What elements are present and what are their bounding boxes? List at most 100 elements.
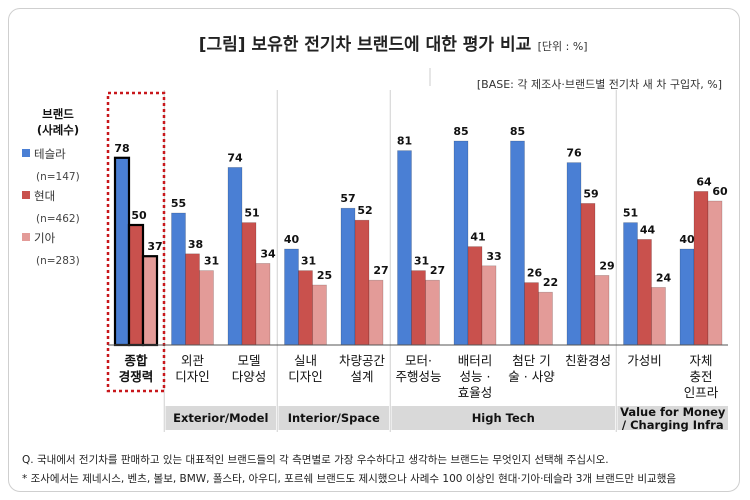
chart-title: [그림] 보유한 전기차 브랜드에 대한 평가 비교 [199, 35, 532, 55]
legend-count-1: (n=147) [36, 171, 80, 183]
value-label-3-8: 22 [543, 276, 558, 289]
legend-swatch-3 [22, 233, 30, 241]
value-label-3-1: 37 [147, 240, 162, 253]
bar-2-7 [467, 246, 483, 346]
legend-title-line2: (사례수) [37, 123, 79, 137]
value-label-3-9: 29 [599, 259, 614, 272]
value-label-3-3: 34 [260, 247, 276, 260]
value-label-1-5: 57 [340, 192, 355, 205]
bar-1-7 [453, 140, 469, 346]
value-label-1-4: 40 [284, 233, 300, 246]
value-label-2-5: 52 [357, 204, 372, 217]
category-label-11-1: 자체 [689, 353, 712, 368]
bar-2-1 [127, 223, 145, 347]
category-label-8-1: 첨단 기 [512, 353, 550, 368]
legend-name-3: 기아 [34, 231, 56, 245]
bar-2-11 [693, 191, 709, 346]
category-label-10-1: 가성비 [627, 353, 662, 368]
group-box-2 [278, 406, 389, 430]
bar-1-11 [679, 248, 695, 346]
category-label-4-1: 실내 [294, 353, 317, 368]
value-label-3-4: 25 [317, 269, 332, 282]
category-label-3-1: 모델 [237, 353, 260, 368]
legend-swatch-2 [22, 191, 30, 199]
value-label-1-3: 74 [227, 151, 243, 164]
value-label-2-2: 38 [188, 238, 203, 251]
bar-3-3 [255, 263, 271, 346]
bar-3-11 [707, 200, 723, 346]
category-label-8-2: 술 · 사양 [508, 369, 555, 384]
bar-3-4 [312, 284, 327, 346]
category-label-11-3: 인프라 [684, 385, 719, 400]
value-label-1-7: 85 [453, 125, 468, 138]
bar-1-10 [623, 222, 638, 346]
value-label-1-9: 76 [566, 147, 582, 160]
bar-3-10 [651, 287, 666, 346]
group-label-3-1: High Tech [472, 411, 535, 425]
value-label-2-11: 64 [696, 175, 712, 188]
chart-unit: [단위 : %] [538, 40, 588, 53]
legend-count-2: (n=462) [36, 213, 80, 225]
bar-1-5 [340, 207, 356, 346]
value-label-3-5: 27 [373, 264, 388, 277]
bar-3-5 [368, 279, 384, 346]
category-label-7-2: 성능 · [460, 369, 491, 384]
highlight-box [106, 91, 166, 393]
value-label-2-10: 44 [640, 223, 656, 236]
bar-1-9 [566, 162, 582, 346]
bar-2-5 [354, 219, 370, 346]
value-label-3-11: 60 [712, 185, 728, 198]
value-label-2-1: 50 [131, 209, 147, 222]
value-label-2-3: 51 [244, 207, 259, 220]
question-note: Q. 국내에서 전기차를 판매하고 있는 대표적인 브랜드들의 각 측면별로 가… [22, 453, 609, 466]
chart-base: [BASE: 각 제조사·브랜드별 전기차 새 차 구입자, %] [477, 78, 722, 91]
bar-2-3 [241, 222, 257, 346]
value-label-3-2: 31 [204, 255, 219, 268]
bar-1-1 [113, 156, 131, 347]
category-label-6-2: 주행성능 [395, 369, 441, 384]
value-label-2-4: 31 [301, 255, 316, 268]
category-label-7-1: 배터리 [458, 353, 493, 368]
group-label-4-2: / Charging Infra [622, 418, 724, 432]
legend: 브랜드 (사례수) 테슬라 (n=147) 현대 (n=462) 기아 (n=283) [22, 107, 80, 267]
legend-title-line1: 브랜드 [42, 107, 74, 121]
highlight-outline [106, 91, 166, 393]
bar-3-1 [141, 255, 159, 347]
bar-2-6 [411, 270, 426, 346]
bar-3-8 [538, 291, 553, 346]
bar-1-3 [227, 167, 243, 346]
bar-3-7 [481, 265, 497, 346]
value-label-3-10: 24 [656, 271, 672, 284]
category-label-9-1: 친환경성 [565, 353, 611, 368]
bar-1-4 [284, 248, 299, 346]
bar-3-9 [594, 275, 610, 346]
bar-2-9 [580, 203, 596, 346]
group-label-2-1: Interior/Space [288, 411, 380, 425]
value-label-1-1: 78 [114, 142, 129, 155]
value-label-2-7: 41 [470, 231, 485, 244]
bar-2-10 [637, 239, 652, 346]
value-label-1-10: 51 [623, 207, 638, 220]
value-label-3-7: 33 [486, 250, 501, 263]
bar-3-2 [199, 270, 214, 346]
category-label-7-3: 효율성 [458, 385, 493, 400]
value-label-3-6: 27 [430, 264, 445, 277]
category-label-1-2: 경쟁력 [119, 369, 154, 384]
bar-2-8 [524, 282, 539, 346]
category-label-5-1: 차량공간 [339, 353, 386, 368]
category-label-6-1: 모터· [405, 353, 432, 368]
group-label-4-1: Value for Money [620, 405, 726, 419]
value-labels: 7850375538317451344031255752278131278541… [114, 125, 728, 289]
bar-1-8 [510, 140, 525, 346]
category-label-2-1: 외관 [181, 353, 205, 368]
legend-count-3: (n=283) [36, 255, 80, 267]
category-label-5-2: 설계 [350, 369, 373, 384]
value-label-1-8: 85 [510, 125, 525, 138]
category-label-11-2: 충전 [689, 369, 712, 384]
value-label-2-9: 59 [583, 187, 598, 200]
group-box-1 [165, 406, 276, 430]
value-label-2-6: 31 [414, 255, 429, 268]
group-box-4 [617, 406, 728, 430]
